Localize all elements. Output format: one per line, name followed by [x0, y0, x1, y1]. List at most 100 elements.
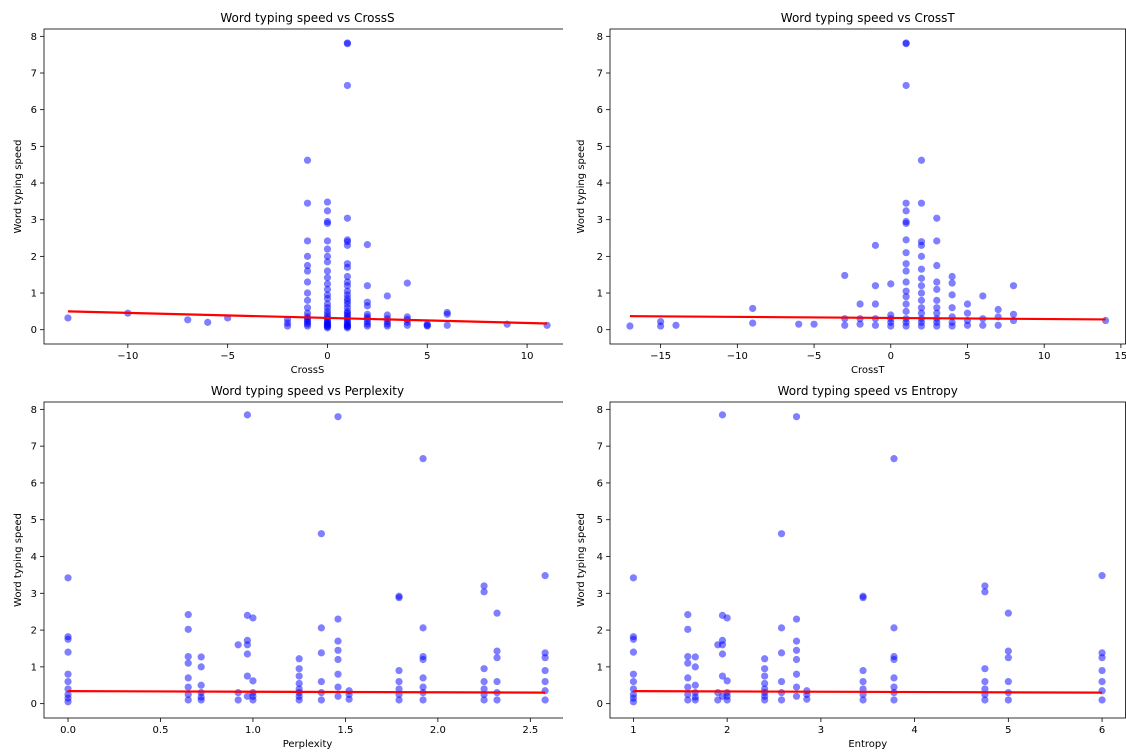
y-tick-label: 4 [31, 552, 37, 563]
data-point [419, 455, 427, 463]
y-tick-label: 7 [597, 442, 603, 453]
x-tick-label: 2.5 [522, 725, 538, 736]
data-point [810, 320, 818, 328]
y-tick-label: 8 [31, 405, 37, 416]
y-tick-label: 4 [597, 179, 603, 190]
data-point [890, 455, 898, 463]
data-point [334, 683, 342, 691]
data-point [184, 316, 192, 324]
data-point [343, 241, 352, 249]
data-point [480, 588, 488, 596]
data-point [933, 237, 941, 245]
data-point [243, 692, 251, 700]
data-point [403, 321, 411, 329]
data-point [295, 665, 303, 673]
data-point [363, 302, 371, 310]
x-tick-label: −15 [650, 351, 671, 362]
data-point [948, 291, 956, 299]
data-point [249, 614, 257, 622]
data-point [871, 282, 880, 290]
x-tick-label: 5 [964, 351, 970, 362]
y-axis-label: Word typing speed [13, 513, 24, 607]
data-point [917, 241, 926, 249]
data-point [684, 611, 692, 619]
data-point [761, 672, 769, 680]
x-tick-label: 1.5 [337, 725, 353, 736]
data-point [761, 655, 769, 663]
data-point [841, 271, 849, 280]
data-point [902, 307, 910, 315]
data-point [334, 615, 342, 623]
y-axis-label: Word typing speed [576, 513, 587, 607]
data-point [317, 677, 325, 686]
y-tick-label: 1 [31, 662, 37, 673]
plot-frame [43, 401, 563, 719]
data-point [1098, 666, 1106, 675]
data-point [323, 267, 332, 275]
data-point [629, 574, 638, 582]
data-point [792, 646, 801, 654]
y-tick-label: 5 [31, 142, 37, 153]
data-point [1009, 282, 1018, 290]
data-point [902, 322, 910, 330]
chart-crosss: Word typing speed vs CrossS −10 −5 0 5 10 0 1 2 3… [13, 11, 563, 376]
data-point [718, 672, 727, 680]
data-point [1101, 316, 1110, 325]
points-group [64, 39, 551, 332]
data-point [994, 321, 1002, 329]
data-point [345, 695, 353, 703]
data-point [859, 594, 867, 602]
data-point [295, 679, 303, 688]
data-point [541, 666, 549, 675]
data-point [317, 649, 325, 657]
data-point [243, 611, 251, 619]
data-point [902, 219, 910, 227]
x-tick-label: 2 [724, 725, 730, 736]
data-point [917, 252, 926, 260]
data-point [792, 683, 801, 691]
y-tick-label: 0 [597, 699, 603, 710]
data-point [902, 293, 910, 301]
data-point [64, 635, 72, 643]
x-tick-label: 5 [424, 351, 430, 362]
regression-line [633, 690, 1103, 694]
data-point [323, 252, 332, 260]
data-point [541, 572, 549, 580]
data-point [317, 696, 325, 704]
data-point [184, 683, 192, 691]
data-point [480, 582, 488, 590]
y-tick-label: 1 [597, 289, 603, 300]
data-point [334, 646, 342, 654]
data-point [395, 677, 403, 686]
data-point [917, 282, 926, 290]
data-point [343, 214, 352, 222]
data-point [917, 322, 926, 330]
y-tick-label: 8 [597, 405, 603, 416]
data-point [303, 156, 312, 164]
chart-crosst: Word typing speed vs CrossT−15 −10 −5 0 5 10 1… [576, 11, 1126, 376]
data-point [933, 322, 941, 330]
data-point [859, 677, 867, 686]
y-axis-label: Word typing speed [576, 140, 587, 234]
data-point [334, 692, 342, 700]
data-point [917, 289, 926, 297]
data-point [890, 696, 898, 704]
data-point [761, 679, 769, 688]
data-point [657, 322, 665, 330]
data-point [629, 698, 638, 706]
data-point [902, 207, 910, 215]
data-point [1004, 677, 1012, 686]
data-point [691, 653, 699, 661]
data-point [323, 319, 332, 327]
y-tick-label: 7 [31, 69, 37, 80]
data-point [629, 635, 638, 643]
x-axis-label: Entropy [848, 739, 887, 750]
y-tick-label: 3 [597, 215, 603, 226]
x-tick-label: 1 [630, 725, 636, 736]
data-point [323, 285, 332, 293]
data-point [334, 637, 342, 645]
y-tick-label: 0 [31, 325, 37, 336]
data-point [383, 292, 391, 300]
data-point [902, 199, 910, 207]
data-point [395, 594, 403, 602]
